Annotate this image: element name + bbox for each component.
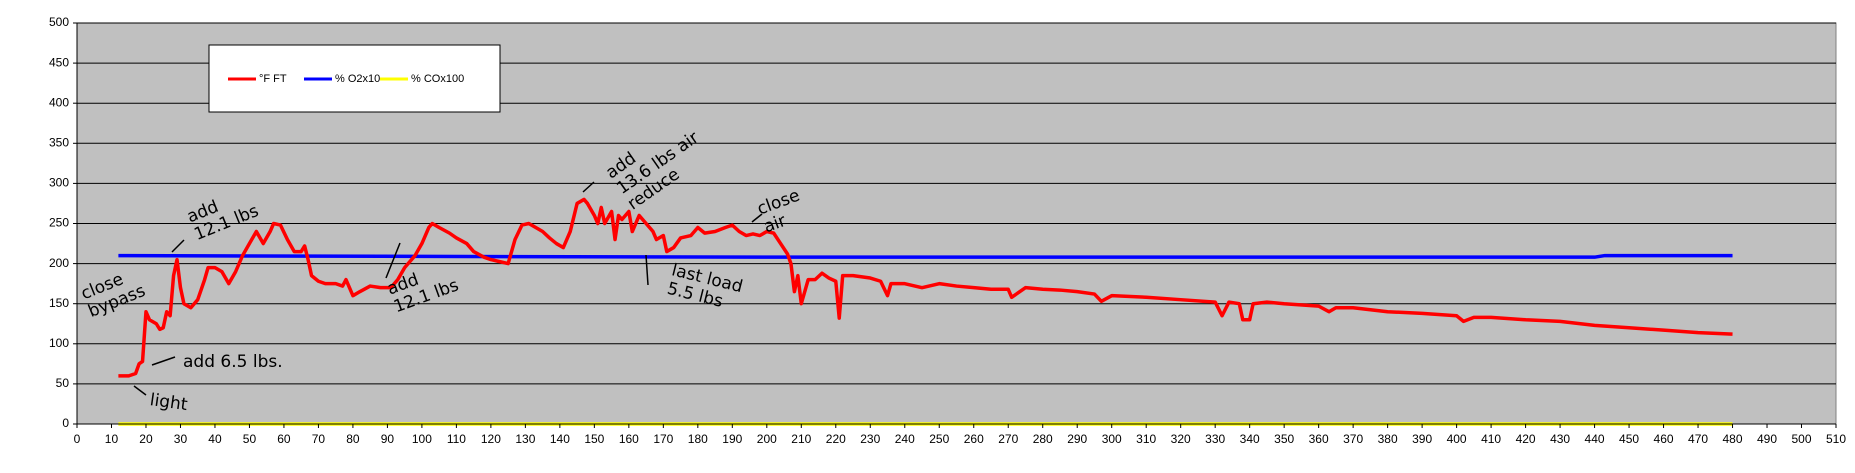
x-tick-label: 180	[688, 432, 708, 446]
x-tick-label: 330	[1205, 432, 1225, 446]
line-series	[118, 197, 1733, 378]
x-tick-label: 370	[1343, 432, 1363, 446]
x-tick-label: 40	[208, 432, 222, 446]
x-tick-label: 400	[1447, 432, 1467, 446]
legend-box	[208, 44, 501, 113]
y-tick-label: 450	[49, 55, 69, 69]
x-tick-label: 100	[412, 432, 432, 446]
legend-label: °F FT	[259, 73, 287, 85]
x-tick-label: 500	[1791, 432, 1811, 446]
x-tick-label: 320	[1171, 432, 1191, 446]
x-tick-label: 280	[1033, 432, 1053, 446]
x-tick-label: 430	[1550, 432, 1570, 446]
x-tick-label: 270	[998, 432, 1018, 446]
y-tick-label: 500	[49, 15, 69, 29]
y-tick-label: 400	[49, 95, 69, 109]
legend-label: % O2x10	[335, 73, 380, 85]
x-tick-label: 290	[1067, 432, 1087, 446]
x-tick-label: 200	[757, 432, 777, 446]
x-tick-label: 80	[346, 432, 360, 446]
x-tick-label: 30	[174, 432, 188, 446]
x-tick-label: 20	[139, 432, 153, 446]
annotation-line: add 6.5 lbs.	[183, 352, 283, 372]
x-tick-label: 440	[1585, 432, 1605, 446]
y-tick-label: 50	[56, 376, 70, 390]
x-tick-label: 210	[791, 432, 811, 446]
x-tick-label: 170	[653, 432, 673, 446]
x-tick-label: 90	[381, 432, 395, 446]
x-tick-label: 190	[722, 432, 742, 446]
x-tick-label: 120	[481, 432, 501, 446]
legend: °F FT % O2x10 % COx100	[228, 73, 464, 85]
line-series	[118, 253, 1733, 259]
x-tick-label: 0	[74, 432, 81, 446]
x-tick-label: 340	[1240, 432, 1260, 446]
y-tick-label: 100	[49, 336, 69, 350]
x-tick-label: 130	[515, 432, 535, 446]
x-tick-label: 380	[1378, 432, 1398, 446]
x-tick-label: 310	[1136, 432, 1156, 446]
x-tick-label: 160	[619, 432, 639, 446]
annotation-pointers	[133, 181, 763, 396]
y-tick-label: 250	[49, 216, 69, 230]
x-tick-label: 230	[860, 432, 880, 446]
x-tick-label: 490	[1757, 432, 1777, 446]
x-tick-label: 450	[1619, 432, 1639, 446]
y-tick-label: 350	[49, 135, 69, 149]
y-tick-label: 0	[62, 416, 69, 430]
x-tick-label: 150	[584, 432, 604, 446]
y-tick-label: 200	[49, 256, 69, 270]
x-tick-label: 510	[1826, 432, 1846, 446]
x-tick-label: 360	[1309, 432, 1329, 446]
x-tick-label: 420	[1516, 432, 1536, 446]
axes: 0 50 100 150 200 250 300 350 400 450 500 0 10 20 30 40 5…	[49, 15, 1846, 446]
x-tick-label: 300	[1102, 432, 1122, 446]
x-tick-label: 10	[105, 432, 119, 446]
legend-label: % COx100	[411, 73, 464, 85]
x-tick-label: 220	[826, 432, 846, 446]
x-tick-label: 410	[1481, 432, 1501, 446]
x-tick-label: 250	[929, 432, 949, 446]
y-tick-label: 150	[49, 296, 69, 310]
x-tick-label: 260	[964, 432, 984, 446]
x-tick-label: 140	[550, 432, 570, 446]
x-tick-label: 480	[1723, 432, 1743, 446]
y-tick-label: 300	[49, 176, 69, 190]
x-tick-label: 350	[1274, 432, 1294, 446]
x-tick-label: 50	[243, 432, 257, 446]
annotation: add 6.5 lbs.	[183, 352, 283, 372]
x-tick-label: 70	[312, 432, 326, 446]
x-tick-label: 390	[1412, 432, 1432, 446]
x-tick-label: 470	[1688, 432, 1708, 446]
x-tick-label: 460	[1654, 432, 1674, 446]
x-tick-label: 60	[277, 432, 291, 446]
x-tick-label: 240	[895, 432, 915, 446]
x-tick-label: 110	[447, 432, 466, 446]
